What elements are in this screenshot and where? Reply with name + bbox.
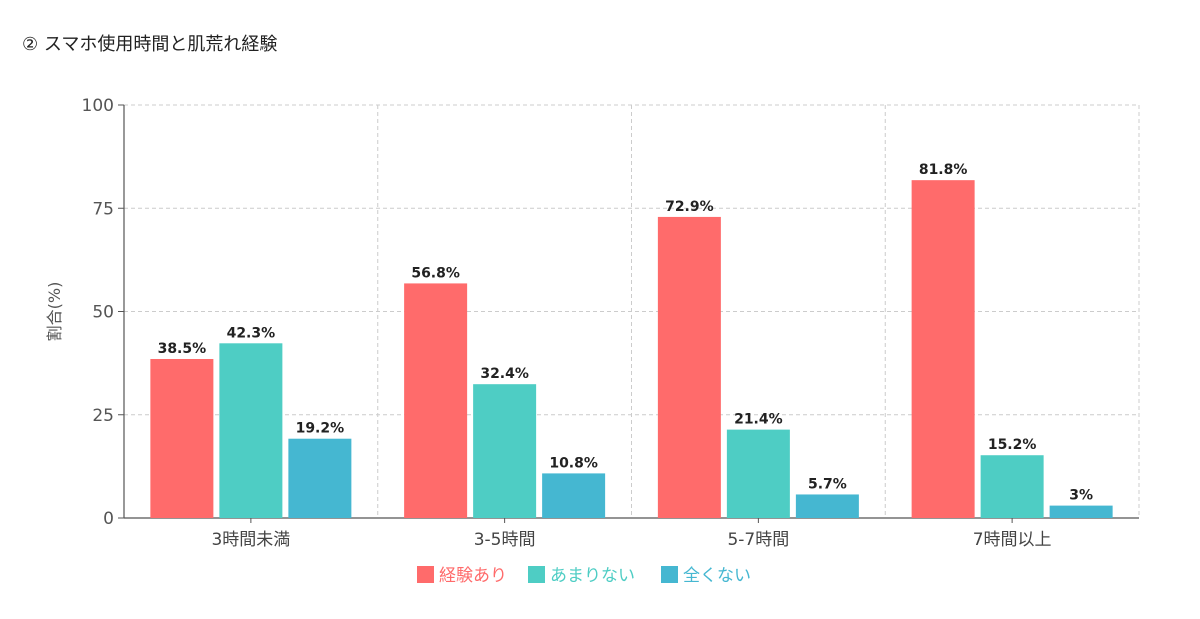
legend-item[interactable]: 経験あり (417, 566, 507, 586)
bars (150, 180, 1113, 518)
bar (657, 216, 721, 518)
data-label: 72.9% (665, 199, 714, 215)
bar (911, 180, 975, 518)
legend-item[interactable]: 全くない (661, 566, 751, 586)
bar (795, 494, 859, 518)
y-tick-label: 25 (92, 406, 114, 426)
bar (980, 455, 1044, 518)
x-tick-label: 3-5時間 (474, 530, 536, 550)
bar (288, 438, 352, 518)
y-tick-label: 50 (92, 303, 114, 323)
data-label: 81.8% (919, 162, 968, 178)
legend-item[interactable]: あまりない (528, 566, 635, 586)
bar (219, 343, 283, 518)
data-label: 32.4% (480, 366, 529, 382)
bar (473, 384, 537, 518)
y-axis-title: 割合(%) (45, 282, 64, 342)
grid-lines (124, 104, 1140, 518)
data-label: 19.2% (296, 421, 345, 437)
legend-swatch (417, 566, 434, 583)
data-labels: 38.5% 42.3% 19.2% 56.8% 32.4% 10.8% 72.9% 21.4%… (158, 162, 1093, 503)
x-tick-label: 7時間以上 (973, 530, 1052, 550)
bar (1049, 505, 1113, 518)
bar (150, 358, 214, 518)
data-label: 3% (1069, 488, 1093, 504)
legend: 経験あり あまりない 全くない (417, 566, 751, 586)
data-label: 10.8% (549, 455, 598, 471)
bar (726, 429, 790, 518)
legend-label: 経験あり (439, 566, 507, 586)
y-tick-label: 0 (103, 509, 114, 529)
x-tick-label: 5-7時間 (727, 530, 789, 550)
bar (404, 283, 468, 518)
data-label: 5.7% (808, 476, 847, 492)
data-label: 15.2% (988, 437, 1037, 453)
data-label: 38.5% (158, 341, 207, 357)
bar (542, 473, 606, 518)
data-label: 56.8% (411, 265, 460, 281)
legend-swatch (528, 566, 545, 583)
legend-label: あまりない (550, 566, 635, 586)
x-tick-label: 3時間未満 (211, 530, 290, 550)
data-label: 42.3% (227, 325, 276, 341)
legend-swatch (661, 566, 678, 583)
legend-label: 全くない (683, 566, 751, 586)
y-tick-label: 100 (82, 96, 114, 116)
y-tick-label: 75 (92, 199, 114, 219)
data-label: 21.4% (734, 412, 783, 428)
chart-title: ② スマホ使用時間と肌荒れ経験 (22, 34, 278, 55)
